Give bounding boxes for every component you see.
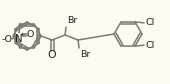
Text: Cl: Cl bbox=[145, 41, 154, 50]
Text: O: O bbox=[26, 30, 34, 39]
Text: Br: Br bbox=[67, 16, 77, 25]
Text: O: O bbox=[48, 50, 56, 60]
Text: Br: Br bbox=[80, 50, 90, 59]
Text: Cl: Cl bbox=[145, 18, 154, 27]
Text: N: N bbox=[15, 34, 23, 44]
Text: -O: -O bbox=[2, 35, 13, 44]
Text: +: + bbox=[20, 32, 25, 37]
